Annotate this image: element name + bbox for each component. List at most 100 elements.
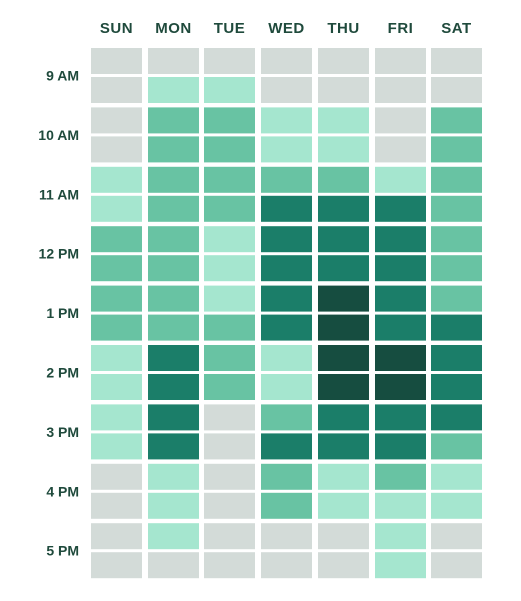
- heatmap-cell-wed-row-0: [261, 48, 312, 74]
- heatmap-cell-sat-row-12: [431, 404, 482, 431]
- heatmap-cell-sat-row-4: [431, 166, 482, 193]
- heatmap-cell-wed-row-12: [261, 404, 312, 431]
- heatmap-cell-wed-row-3: [261, 136, 312, 163]
- heatmap-cell-wed-row-15: [261, 492, 312, 519]
- heatmap-cell-sun-row-1: [91, 77, 142, 103]
- heatmap-cell-tue-row-2: [204, 107, 255, 134]
- heatmap-cell-fri-row-7: [375, 255, 426, 282]
- heatmap-cell-sun-row-7: [91, 255, 142, 282]
- heatmap-cell-sat-row-11: [431, 374, 482, 400]
- heatmap-cell-fri-row-15: [375, 492, 426, 519]
- heatmap-cell-fri-row-16: [375, 523, 426, 550]
- heatmap-cell-fri-row-5: [375, 195, 426, 222]
- hour-label-3-pm: 3 PM: [46, 424, 79, 440]
- day-label-sun: SUN: [100, 20, 133, 37]
- heatmap-cell-mon-row-12: [148, 404, 199, 431]
- heatmap-cell-fri-row-1: [375, 77, 426, 103]
- heatmap-cell-tue-row-14: [204, 463, 255, 490]
- heatmap-cell-thu-row-11: [318, 374, 369, 400]
- heatmap-cell-fri-row-9: [375, 314, 426, 341]
- hour-label-1-pm: 1 PM: [46, 305, 79, 321]
- heatmap-cell-fri-row-17: [375, 552, 426, 579]
- heatmap-cell-mon-row-11: [148, 374, 199, 400]
- heatmap-cell-thu-row-12: [318, 404, 369, 431]
- heatmap-cell-thu-row-15: [318, 492, 369, 519]
- heatmap-cell-tue-row-10: [204, 345, 255, 371]
- heatmap-cell-wed-row-4: [261, 166, 312, 193]
- heatmap-cell-wed-row-10: [261, 345, 312, 371]
- day-label-thu: THU: [327, 20, 359, 37]
- heatmap-cell-tue-row-17: [204, 552, 255, 579]
- heatmap-cell-sun-row-15: [91, 492, 142, 519]
- heatmap-cell-sun-row-0: [91, 48, 142, 74]
- heatmap-cell-sun-row-16: [91, 523, 142, 550]
- heatmap-cell-thu-row-9: [318, 314, 369, 341]
- heatmap-cell-sat-row-16: [431, 523, 482, 550]
- heatmap-cell-thu-row-8: [318, 285, 369, 312]
- heatmap-cell-thu-row-6: [318, 226, 369, 253]
- heatmap-cell-tue-row-1: [204, 77, 255, 103]
- heatmap-cell-mon-row-5: [148, 195, 199, 222]
- heatmap-cell-sat-row-17: [431, 552, 482, 579]
- heatmap-cell-sat-row-5: [431, 195, 482, 222]
- heatmap-cell-fri-row-0: [375, 48, 426, 74]
- hour-label-11-am: 11 AM: [39, 186, 79, 202]
- heatmap-cell-wed-row-2: [261, 107, 312, 134]
- day-labels: SUN MON TUE WED THU FRI SAT: [100, 20, 471, 37]
- heatmap-cell-tue-row-16: [204, 523, 255, 550]
- heatmap-cell-tue-row-13: [204, 433, 255, 460]
- heatmap-cell-mon-row-13: [148, 433, 199, 460]
- heatmap-cell-thu-row-7: [318, 255, 369, 282]
- heatmap-cell-tue-row-15: [204, 492, 255, 519]
- heatmap-cell-sat-row-7: [431, 255, 482, 282]
- heatmap-cell-thu-row-0: [318, 48, 369, 74]
- heatmap-cell-mon-row-6: [148, 226, 199, 253]
- heatmap-cell-wed-row-6: [261, 226, 312, 253]
- heatmap-cell-thu-row-14: [318, 463, 369, 490]
- heatmap-cell-wed-row-8: [261, 285, 312, 312]
- heatmap-cell-thu-row-1: [318, 77, 369, 103]
- heatmap-cell-mon-row-8: [148, 285, 199, 312]
- heatmap-cell-mon-row-15: [148, 492, 199, 519]
- heatmap-cell-tue-row-0: [204, 48, 255, 74]
- heatmap-cell-sat-row-3: [431, 136, 482, 163]
- heatmap-cell-wed-row-16: [261, 523, 312, 550]
- heatmap-cell-tue-row-7: [204, 255, 255, 282]
- heatmap-cell-wed-row-7: [261, 255, 312, 282]
- heatmap-cell-sun-row-13: [91, 433, 142, 460]
- heatmap-cell-tue-row-8: [204, 285, 255, 312]
- heatmap-cell-mon-row-3: [148, 136, 199, 163]
- heatmap-cell-sun-row-9: [91, 314, 142, 341]
- heatmap-cell-sun-row-10: [91, 345, 142, 371]
- heatmap-cell-tue-row-12: [204, 404, 255, 431]
- heatmap-cell-fri-row-10: [375, 345, 426, 371]
- heatmap-cell-fri-row-12: [375, 404, 426, 431]
- heatmap-cell-thu-row-2: [318, 107, 369, 134]
- day-label-mon: MON: [155, 20, 192, 37]
- heatmap-cell-sun-row-17: [91, 552, 142, 579]
- heatmap-cell-fri-row-14: [375, 463, 426, 490]
- heatmap-cell-fri-row-6: [375, 226, 426, 253]
- heatmap-cell-mon-row-2: [148, 107, 199, 134]
- heatmap-cell-thu-row-16: [318, 523, 369, 550]
- heatmap-cell-sat-row-10: [431, 345, 482, 371]
- heatmap-cell-sat-row-13: [431, 433, 482, 460]
- heatmap-cell-tue-row-6: [204, 226, 255, 253]
- heatmap-cell-wed-row-17: [261, 552, 312, 579]
- heatmap-cell-sun-row-6: [91, 226, 142, 253]
- heatmap-cell-mon-row-4: [148, 166, 199, 193]
- day-label-sat: SAT: [441, 20, 471, 37]
- heatmap-cell-thu-row-17: [318, 552, 369, 579]
- heatmap-cell-sun-row-4: [91, 166, 142, 193]
- hour-label-5-pm: 5 PM: [46, 543, 79, 559]
- heatmap-cell-wed-row-11: [261, 374, 312, 400]
- heatmap-cell-fri-row-8: [375, 285, 426, 312]
- hour-label-10-am: 10 AM: [38, 127, 79, 143]
- heatmap-cell-wed-row-9: [261, 314, 312, 341]
- heatmap-cell-tue-row-11: [204, 374, 255, 400]
- heatmap-cell-sat-row-6: [431, 226, 482, 253]
- heatmap-cell-mon-row-10: [148, 345, 199, 371]
- heatmap-cell-mon-row-7: [148, 255, 199, 282]
- hour-labels: 9 AM 10 AM 11 AM 12 PM 1 PM 2 PM 3 PM 4 PM 5 PM: [38, 68, 79, 559]
